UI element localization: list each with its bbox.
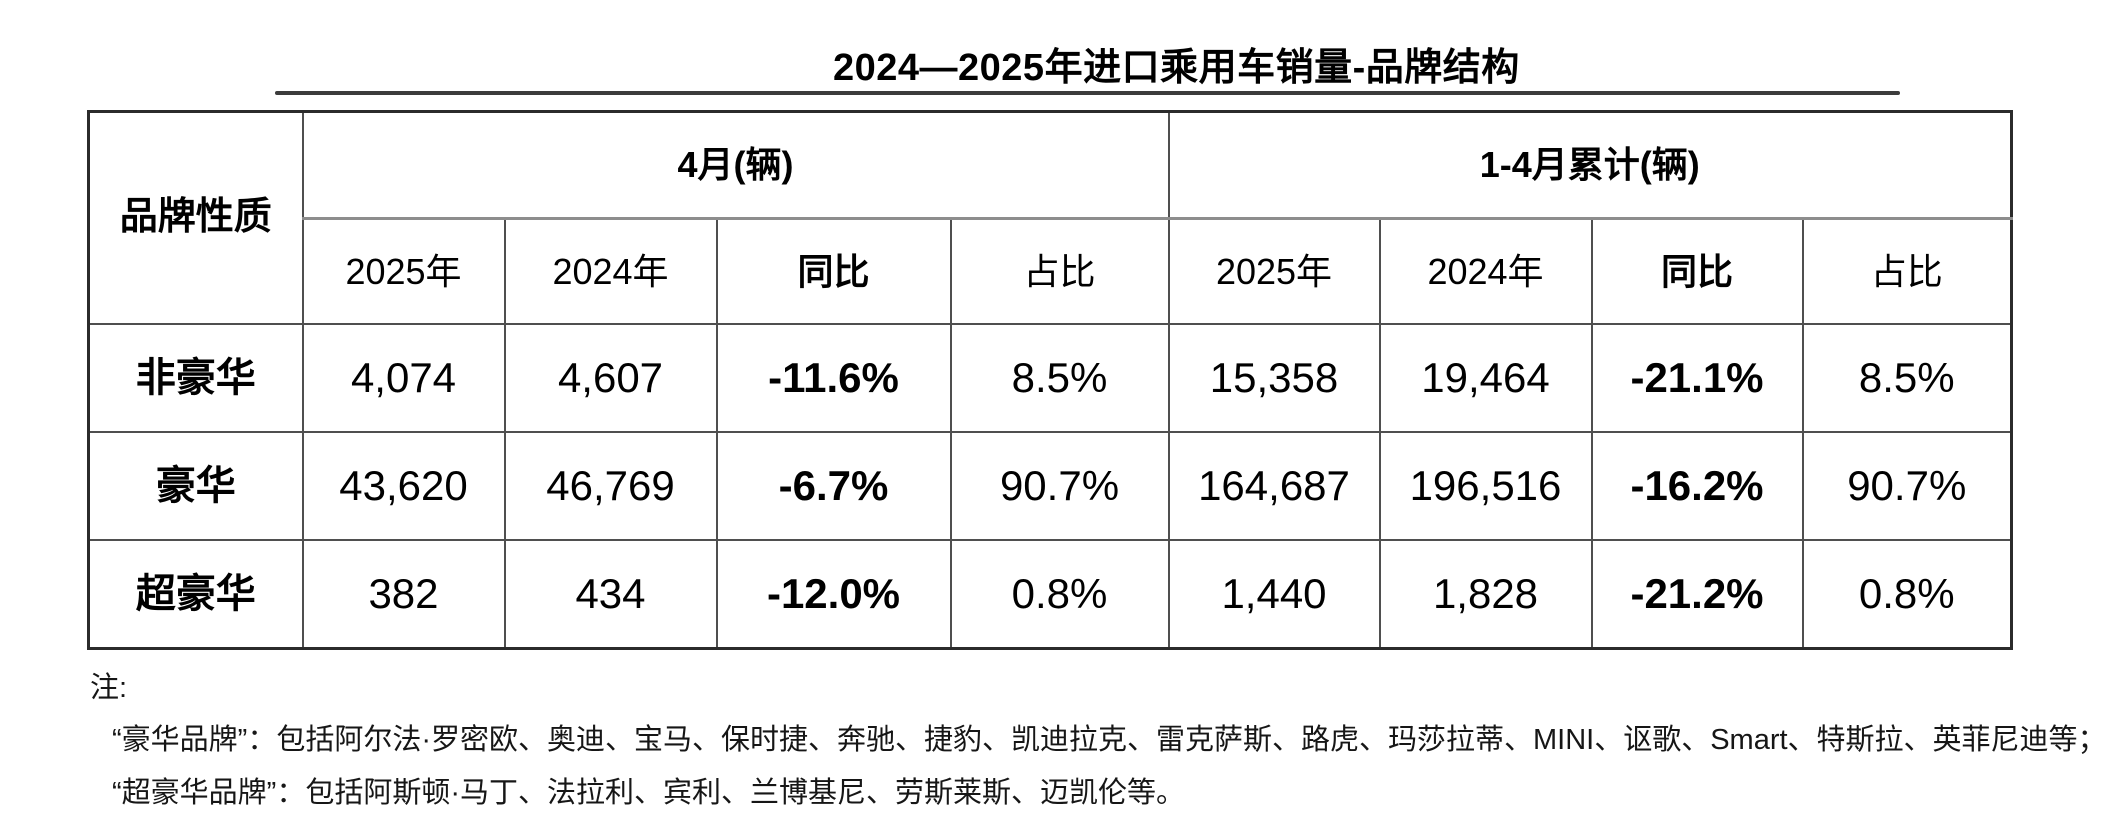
group-header-cell-0: 4月(辆) — [301, 110, 1170, 220]
table-row: 豪华 43,620 46,769 -6.7% 90.7% 164,687 196,516 -1… — [87, 431, 2013, 541]
data-cell: 15,358 — [1167, 323, 1381, 433]
row-label-cell: 非豪华 — [87, 323, 304, 433]
data-cell: 8.5% — [1801, 323, 2013, 433]
data-cell: -6.7% — [715, 431, 952, 541]
note-ultra-luxury-brands: “超豪华品牌”：包括阿斯顿·马丁、法拉利、宾利、兰博基尼、劳斯莱斯、迈凯伦等。 — [112, 777, 1185, 809]
sub-header-cell: 占比 — [1801, 217, 2013, 325]
data-cell: 46,769 — [503, 431, 718, 541]
header-sub-row: 2025年 2024年 同比 占比 2025年 2024年 同比 占比 — [89, 217, 2013, 325]
table-header: 品牌性质 4月(辆) 1-4月累计(辆) 2025年 2024年 同比 占比 2025年 202… — [87, 110, 2013, 325]
table-row: 非豪华 4,074 4,607 -11.6% 8.5% 15,358 19,464 -21.1… — [87, 323, 2013, 433]
data-cell: 43,620 — [301, 431, 506, 541]
sub-header-cell: 2024年 — [1378, 217, 1593, 325]
data-cell: 382 — [301, 539, 506, 649]
data-cell: 8.5% — [949, 323, 1170, 433]
data-cell: -21.1% — [1590, 323, 1804, 433]
sub-header-cell: 2025年 — [301, 217, 506, 325]
table-body: 非豪华 4,074 4,607 -11.6% 8.5% 15,358 19,464 -21.1… — [87, 323, 2013, 649]
brand-structure-table: 品牌性质 4月(辆) 1-4月累计(辆) 2025年 2024年 同比 占比 2025年 202… — [87, 110, 2014, 650]
sub-header-cell: 2024年 — [503, 217, 718, 325]
data-cell: -11.6% — [715, 323, 952, 433]
sub-header-cell: 占比 — [949, 217, 1170, 325]
data-cell: 0.8% — [1801, 539, 2013, 649]
data-cell: 434 — [503, 539, 718, 649]
row-label-cell: 豪华 — [87, 431, 304, 541]
data-cell: 164,687 — [1167, 431, 1381, 541]
notes-label: 注: — [90, 672, 128, 704]
data-cell: 4,607 — [503, 323, 718, 433]
data-cell: 1,828 — [1378, 539, 1593, 649]
sub-header-cell: 2025年 — [1167, 217, 1381, 325]
data-cell: 90.7% — [1801, 431, 2013, 541]
data-cell: 0.8% — [949, 539, 1170, 649]
data-cell: 19,464 — [1378, 323, 1593, 433]
row-label-cell: 超豪华 — [87, 539, 304, 649]
data-cell: -16.2% — [1590, 431, 1804, 541]
data-cell: 4,074 — [301, 323, 506, 433]
group-header-cell-1: 1-4月累计(辆) — [1167, 110, 2013, 220]
title-underline — [275, 91, 1900, 95]
sub-header-cell: 同比 — [715, 217, 952, 325]
corner-header-cell: 品牌性质 — [87, 110, 304, 325]
table-row: 超豪华 382 434 -12.0% 0.8% 1,440 1,828 -21.2% 0.8% — [87, 539, 2013, 649]
data-cell: -21.2% — [1590, 539, 1804, 649]
note-luxury-brands: “豪华品牌”：包括阿尔法·罗密欧、奥迪、宝马、保时捷、奔驰、捷豹、凯迪拉克、雷克… — [112, 724, 2107, 756]
data-cell: 196,516 — [1378, 431, 1593, 541]
header-group-row: 品牌性质 4月(辆) 1-4月累计(辆) — [87, 110, 2013, 325]
sub-header-cell: 同比 — [1590, 217, 1804, 325]
page-title: 2024—2025年进口乘用车销量-品牌结构 — [833, 47, 1520, 89]
data-cell: 1,440 — [1167, 539, 1381, 649]
data-cell: -12.0% — [715, 539, 952, 649]
data-cell: 90.7% — [949, 431, 1170, 541]
